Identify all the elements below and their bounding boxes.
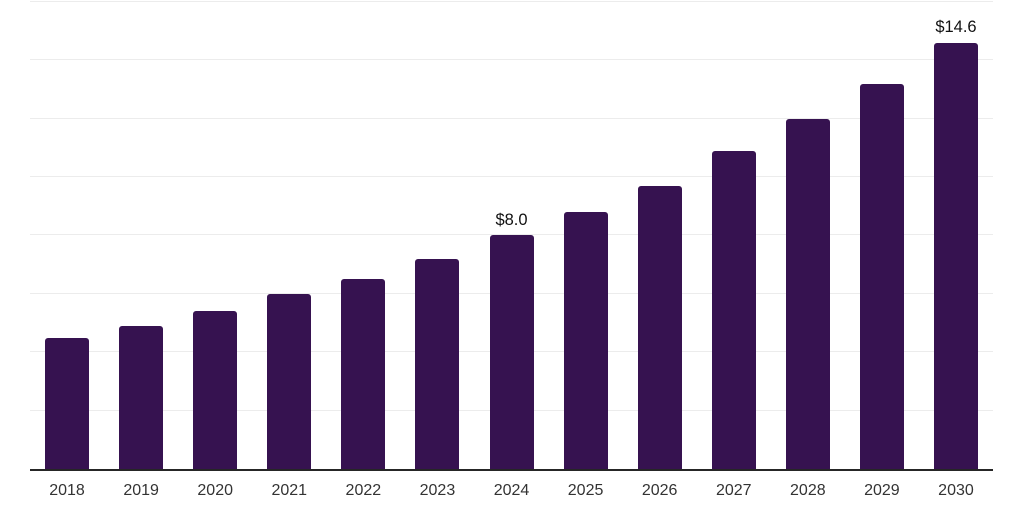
- x-tick-label-2029: 2029: [864, 482, 900, 499]
- bar-value-label-2024: $8.0: [495, 210, 528, 229]
- bar-2020: [193, 311, 238, 469]
- gridline-16: [30, 0, 993, 2]
- x-tick-label-2027: 2027: [715, 482, 752, 499]
- bar-column-2026: [623, 0, 697, 469]
- bar-column-2021: [252, 0, 326, 469]
- x-tick-label-2023: 2023: [419, 482, 456, 499]
- bar-2018: [45, 337, 90, 469]
- gridline-14: [30, 59, 993, 61]
- bar-column-2024: $8.0: [474, 0, 548, 469]
- gridline-8: [30, 234, 993, 236]
- bars-row: $8.0 $14.6: [30, 0, 993, 469]
- gridline-10: [30, 176, 993, 177]
- bar-column-2020: [178, 0, 252, 469]
- x-tick-label-2020: 2020: [197, 482, 233, 499]
- bar-2023: [415, 258, 460, 469]
- bar-column-2022: [326, 0, 400, 469]
- bar-2024: [489, 235, 534, 469]
- bar-column-2018: [30, 0, 104, 469]
- x-axis-line: [30, 469, 993, 471]
- gridline-12: [30, 117, 993, 119]
- bar-2028: [785, 118, 830, 469]
- bar-column-2028: [771, 0, 845, 469]
- x-tick-label-2021: 2021: [271, 482, 308, 499]
- x-tick-label-2024: 2024: [493, 482, 530, 499]
- bar-value-label-2030: $14.6: [935, 18, 977, 37]
- x-tick-label-2030: 2030: [938, 482, 974, 499]
- x-tick-label-2022: 2022: [345, 482, 382, 499]
- bar-column-2023: [400, 0, 474, 469]
- bar-2022: [341, 279, 386, 469]
- bar-2027: [711, 150, 756, 469]
- x-tick-label-2025: 2025: [567, 482, 604, 499]
- x-tick-label-2026: 2026: [641, 482, 678, 499]
- x-tick-label-2019: 2019: [123, 482, 159, 499]
- bar-column-2019: [104, 0, 178, 469]
- plot-area: $8.0 $14.6: [30, 0, 993, 471]
- x-axis-labels: 2018 2019 2020 2021 2022 2023 2024 2025 2026 2027…: [30, 480, 993, 502]
- bar-column-2029: [845, 0, 919, 469]
- x-tick-label-2028: 2028: [790, 482, 826, 499]
- bar-2019: [119, 325, 164, 469]
- bar-column-2030: $14.6: [919, 0, 993, 469]
- bar-2021: [267, 293, 312, 469]
- bar-2026: [637, 185, 682, 469]
- bar-2030: [933, 42, 978, 469]
- bar-2029: [859, 83, 904, 469]
- x-tick-label-2018: 2018: [49, 482, 85, 499]
- bar-column-2027: [697, 0, 771, 469]
- bar-column-2025: [549, 0, 623, 469]
- bar-2025: [563, 212, 608, 469]
